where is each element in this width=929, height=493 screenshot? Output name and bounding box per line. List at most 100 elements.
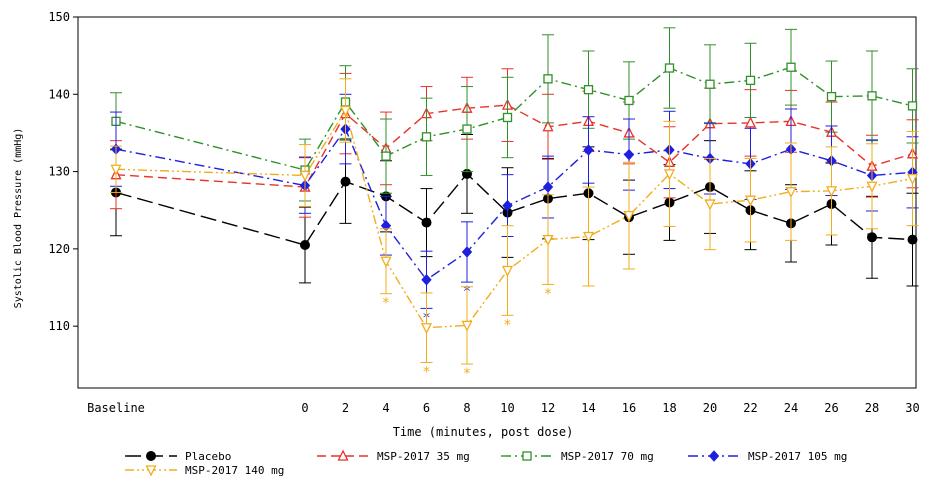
y-axis-label: Systolic Blood Pressure (mmHg)	[13, 128, 24, 309]
marker-inverted-triangle	[299, 170, 311, 182]
marker-diamond	[708, 450, 720, 462]
marker-inverted-triangle	[825, 186, 838, 198]
y-tick-label: 120	[48, 242, 70, 256]
marker-triangle	[542, 120, 554, 132]
marker-square	[502, 112, 513, 123]
marker-diamond	[623, 148, 635, 161]
x-tick-label: 2	[342, 401, 349, 415]
significance-asterisk: *	[382, 296, 390, 312]
x-tick-label: 12	[541, 401, 555, 415]
marker-square	[705, 79, 715, 89]
series-line	[115, 66, 913, 171]
series-2	[110, 68, 919, 218]
marker-diamond	[421, 274, 432, 286]
y-tick-label: 110	[48, 319, 70, 333]
x-tick-label: 4	[382, 401, 389, 415]
series-5: * * * * *	[110, 78, 919, 382]
x-tick-label: 14	[581, 401, 595, 415]
marker-inverted-triangle	[145, 465, 157, 477]
x-tick-label: 20	[703, 401, 717, 415]
plot-frame	[77, 16, 917, 389]
marker-circle	[421, 217, 432, 228]
marker-diamond	[542, 181, 554, 193]
legend-item: MSP-2017 105 mg	[688, 450, 847, 463]
legend-item: MSP-2017 35 mg	[317, 449, 470, 463]
y-tick-label: 150	[48, 10, 70, 24]
marker-square	[664, 63, 675, 73]
marker-square	[826, 91, 837, 102]
x-tick-label: 28	[865, 401, 879, 415]
significance-asterisk: *	[503, 317, 511, 333]
marker-square	[907, 101, 918, 111]
x-tick-label: Baseline	[87, 401, 145, 415]
marker-inverted-triangle	[380, 256, 392, 268]
significance-asterisk: *	[422, 364, 430, 380]
series-3	[110, 27, 919, 202]
marker-circle	[867, 232, 877, 243]
x-tick-label: 10	[500, 401, 514, 415]
marker-diamond	[461, 246, 473, 258]
marker-inverted-triangle	[623, 210, 635, 223]
marker-square	[867, 91, 877, 101]
legend-label: Placebo	[185, 450, 231, 463]
y-axis-ticks: 110 120 130 140 150	[48, 10, 78, 333]
marker-inverted-triangle	[461, 320, 473, 332]
marker-triangle	[744, 116, 757, 128]
y-tick-label: 140	[48, 87, 70, 101]
marker-square	[522, 451, 532, 461]
x-axis-ticks: Baseline 0 2 4 6 8 10 12 14 16 18 20 22 24 26 28 30	[87, 401, 920, 415]
significance-asterisk: *	[463, 366, 471, 382]
marker-inverted-triangle	[744, 195, 757, 207]
legend-item: MSP-2017 140 mg	[125, 464, 284, 477]
legend-label: MSP-2017 35 mg	[377, 450, 470, 463]
series-layer: **** ***	[110, 27, 919, 382]
legend-label: MSP-2017 105 mg	[748, 450, 847, 463]
x-axis-label: Time (minutes, post dose)	[393, 425, 574, 439]
x-tick-label: 0	[301, 401, 308, 415]
marker-inverted-triangle	[906, 173, 919, 185]
marker-inverted-triangle	[420, 323, 433, 335]
legend-label: MSP-2017 70 mg	[561, 450, 654, 463]
marker-diamond	[583, 144, 594, 156]
x-tick-label: 26	[824, 401, 838, 415]
legend-label: MSP-2017 140 mg	[185, 464, 284, 477]
marker-circle	[907, 234, 918, 245]
marker-circle	[300, 240, 310, 251]
marker-square	[583, 85, 594, 95]
marker-inverted-triangle	[501, 265, 514, 277]
marker-square	[462, 124, 472, 134]
x-tick-label: 18	[662, 401, 676, 415]
x-tick-label: 6	[423, 401, 430, 415]
x-tick-label: 30	[905, 401, 919, 415]
marker-triangle	[337, 449, 349, 461]
marker-square	[786, 62, 796, 72]
x-tick-label: 22	[743, 401, 757, 415]
x-tick-label: 16	[622, 401, 636, 415]
marker-square	[624, 95, 634, 106]
legend-item: MSP-2017 70 mg	[501, 450, 654, 463]
x-tick-label: 24	[784, 401, 798, 415]
y-tick-label: 130	[48, 165, 70, 179]
marker-circle	[146, 451, 156, 461]
marker-inverted-triangle	[582, 231, 595, 243]
marker-inverted-triangle	[866, 181, 878, 193]
marker-inverted-triangle	[339, 105, 352, 117]
marker-inverted-triangle	[704, 199, 716, 211]
legend-item: Placebo	[125, 450, 231, 463]
marker-inverted-triangle	[785, 187, 797, 199]
significance-asterisk: *	[544, 286, 552, 302]
marker-square	[381, 151, 391, 161]
legend: Placebo MSP-2017 35 mg MSP-2017 70 mg MSP-2…	[125, 449, 847, 477]
x-tick-label: 8	[463, 401, 470, 415]
marker-circle	[340, 176, 351, 187]
marker-inverted-triangle	[542, 234, 554, 247]
marker-inverted-triangle	[110, 164, 122, 176]
marker-square	[543, 74, 553, 84]
marker-square	[745, 75, 756, 86]
series-1	[110, 133, 919, 287]
marker-inverted-triangle	[663, 169, 676, 181]
marker-diamond	[502, 199, 513, 212]
chart-axes	[77, 16, 917, 389]
